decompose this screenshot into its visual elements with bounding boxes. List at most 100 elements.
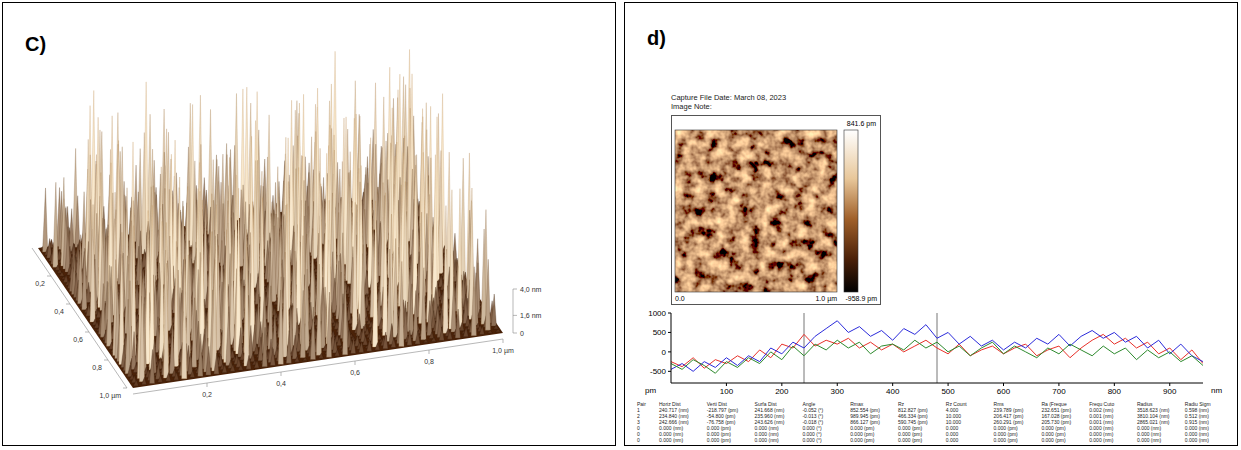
html-text:0.000 (nm): 0.000 (nm) bbox=[754, 431, 779, 437]
svg-text:1,6 nm: 1,6 nm bbox=[520, 312, 542, 319]
html-text:241.668 (nm): 241.668 (nm) bbox=[754, 407, 785, 413]
html-text:260.291 (pm): 260.291 (pm) bbox=[993, 419, 1024, 425]
html-text:0.000 (nm): 0.000 (nm) bbox=[1137, 425, 1162, 431]
html-text:852.554 (pm): 852.554 (pm) bbox=[850, 407, 880, 413]
html-text:0.598 (nm): 0.598 (nm) bbox=[1184, 407, 1209, 413]
html-text:0.000 (nm): 0.000 (nm) bbox=[659, 431, 684, 437]
html-text:Pair: Pair bbox=[637, 401, 646, 407]
html-text:Surfa Dist: Surfa Dist bbox=[754, 401, 777, 407]
svg-text:0,2: 0,2 bbox=[202, 391, 212, 398]
html-text:205.730 (pm): 205.730 (pm) bbox=[1041, 419, 1072, 425]
svg-text:0: 0 bbox=[662, 348, 667, 357]
html-text:Angle: Angle bbox=[802, 401, 816, 407]
html-text:3518.623 (nm): 3518.623 (nm) bbox=[1137, 407, 1170, 413]
html-text:0.002 (nm): 0.002 (nm) bbox=[1089, 407, 1114, 413]
html-text:2865.021 (nm): 2865.021 (nm) bbox=[1137, 419, 1170, 425]
svg-text:4,0 nm: 4,0 nm bbox=[520, 286, 542, 293]
html-text:0.001 (nm): 0.001 (nm) bbox=[1089, 419, 1114, 425]
svg-text:500: 500 bbox=[653, 328, 667, 337]
html-text:0.000 (pm): 0.000 (pm) bbox=[993, 425, 1018, 431]
svg-text:0: 0 bbox=[520, 330, 524, 337]
html-text:-76.758 (pm): -76.758 (pm) bbox=[706, 419, 736, 425]
svg-text:841.6 pm: 841.6 pm bbox=[847, 120, 876, 128]
html-text:-0.018 (°): -0.018 (°) bbox=[802, 419, 824, 425]
svg-text:0,8: 0,8 bbox=[92, 364, 102, 371]
svg-text:0,2: 0,2 bbox=[35, 280, 45, 287]
html-text:989.945 (pm): 989.945 (pm) bbox=[850, 413, 880, 419]
html-text:Radius: Radius bbox=[1137, 401, 1153, 407]
html-text:Rms: Rms bbox=[993, 401, 1004, 407]
svg-text:1,0 µm: 1,0 µm bbox=[99, 392, 121, 400]
html-text:0.915 (nm): 0.915 (nm) bbox=[1184, 419, 1209, 425]
html-text:10.000: 10.000 bbox=[945, 419, 962, 425]
html-text:206.417 (pm): 206.417 (pm) bbox=[993, 413, 1024, 419]
html-text:10.000: 10.000 bbox=[945, 413, 962, 419]
html-text:466.334 (pm): 466.334 (pm) bbox=[898, 413, 928, 419]
html-text:nm: nm bbox=[1211, 386, 1223, 395]
svg-text:0,6: 0,6 bbox=[350, 369, 360, 376]
html-text:Ra (Freque: Ra (Freque bbox=[1041, 401, 1067, 407]
html-text:812.827 (pm): 812.827 (pm) bbox=[898, 407, 928, 413]
html-text:Radiu Sigm: Radiu Sigm bbox=[1184, 401, 1211, 407]
html-text:-218.797 (pm): -218.797 (pm) bbox=[706, 407, 739, 413]
html-text:0.512 (nm): 0.512 (nm) bbox=[1184, 413, 1209, 419]
svg-text:1000: 1000 bbox=[648, 309, 666, 318]
svg-text:500: 500 bbox=[941, 387, 955, 396]
svg-text:600: 600 bbox=[997, 387, 1011, 396]
svg-text:-500: -500 bbox=[650, 367, 667, 376]
html-text:-0.013 (°): -0.013 (°) bbox=[802, 413, 824, 419]
html-text:235.960 (nm): 235.960 (nm) bbox=[754, 413, 785, 419]
svg-text:400: 400 bbox=[886, 387, 900, 396]
html-text:0.000 (pm): 0.000 (pm) bbox=[1041, 425, 1066, 431]
html-text:242.666 (nm): 242.666 (nm) bbox=[659, 419, 689, 425]
html-text:Rz: Rz bbox=[898, 401, 905, 407]
svg-text:-958.9 pm: -958.9 pm bbox=[845, 295, 877, 303]
svg-text:200: 200 bbox=[775, 387, 789, 396]
html-text:243.626 (nm): 243.626 (nm) bbox=[754, 419, 785, 425]
svg-text:1,0 µm: 1,0 µm bbox=[492, 347, 514, 355]
svg-text:300: 300 bbox=[831, 387, 845, 396]
html-text:0.000 (nm): 0.000 (nm) bbox=[659, 425, 684, 431]
html-text:3810.104 (nm): 3810.104 (nm) bbox=[1137, 413, 1170, 419]
html-text:Capture File Date: March 08, 2: Capture File Date: March 08, 2023 bbox=[671, 93, 787, 102]
html-text:167.028 (pm): 167.028 (pm) bbox=[1041, 413, 1072, 419]
svg-text:0,4: 0,4 bbox=[276, 380, 286, 387]
svg-text:0,4: 0,4 bbox=[54, 308, 64, 315]
svg-text:0,6: 0,6 bbox=[73, 336, 83, 343]
html-text:-0.052 (°): -0.052 (°) bbox=[802, 407, 824, 413]
html-text:240.717 (nm): 240.717 (nm) bbox=[659, 407, 689, 413]
svg-text:C): C) bbox=[25, 33, 46, 55]
html-text:d): d) bbox=[647, 27, 666, 49]
html-text:Rmax: Rmax bbox=[850, 401, 864, 407]
svg-text:800: 800 bbox=[1108, 387, 1122, 396]
svg-text:900: 900 bbox=[1163, 387, 1177, 396]
svg-text:700: 700 bbox=[1052, 387, 1066, 396]
html-text:pm: pm bbox=[645, 386, 657, 395]
html-text:0.000 (nm): 0.000 (nm) bbox=[1089, 425, 1114, 431]
html-text:0.001 (nm): 0.001 (nm) bbox=[1089, 413, 1114, 419]
html-text:-54.800 (pm): -54.800 (pm) bbox=[706, 413, 736, 419]
svg-text:1.0 µm: 1.0 µm bbox=[815, 295, 837, 303]
html-text:232.651 (pm): 232.651 (pm) bbox=[1041, 407, 1072, 413]
html-text:Rz Count: Rz Count bbox=[945, 401, 967, 407]
html-text:0.000 (nm): 0.000 (nm) bbox=[754, 425, 779, 431]
svg-text:0,8: 0,8 bbox=[424, 358, 434, 365]
html-text:239.789 (pm): 239.789 (pm) bbox=[993, 407, 1024, 413]
html-text:0.000 (pm): 0.000 (pm) bbox=[850, 425, 875, 431]
html-text:0.000 (pm): 0.000 (pm) bbox=[706, 425, 731, 431]
svg-text:100: 100 bbox=[720, 387, 734, 396]
html-text:0.000 (pm): 0.000 (pm) bbox=[706, 431, 731, 437]
html-text:Image Note:: Image Note: bbox=[671, 102, 712, 111]
html-text:4.000: 4.000 bbox=[945, 407, 959, 413]
svg-text:0.0: 0.0 bbox=[675, 295, 685, 302]
html-text:0.000 (pm): 0.000 (pm) bbox=[898, 425, 923, 431]
html-text:0.000: 0.000 bbox=[945, 425, 959, 431]
html-text:Verti Dist: Verti Dist bbox=[706, 401, 727, 407]
html-text:234.840 (nm): 234.840 (nm) bbox=[659, 413, 689, 419]
html-text:590.745 (pm): 590.745 (pm) bbox=[898, 419, 928, 425]
html-text:0.000 (°): 0.000 (°) bbox=[802, 425, 822, 431]
html-text:Frequ Cuto: Frequ Cuto bbox=[1089, 401, 1115, 407]
html-text:866.127 (pm): 866.127 (pm) bbox=[850, 419, 880, 425]
html-text:Horiz Dist: Horiz Dist bbox=[659, 401, 681, 407]
html-text:0.000 (nm): 0.000 (nm) bbox=[1184, 425, 1209, 431]
